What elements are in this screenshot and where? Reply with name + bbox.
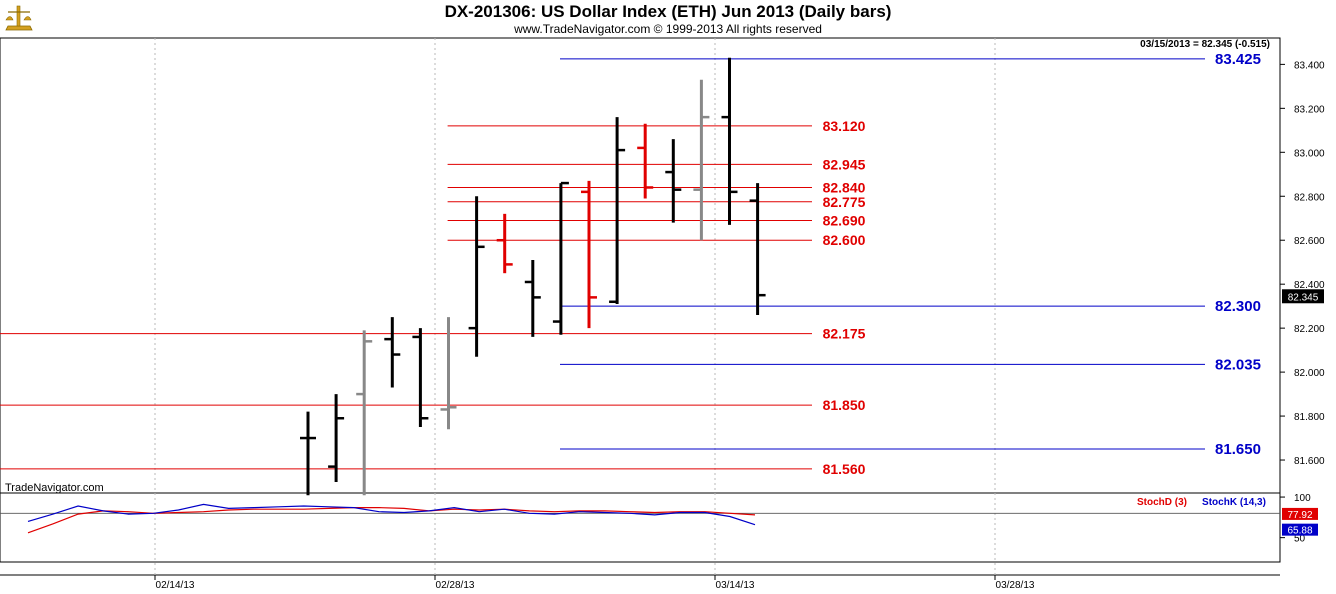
y-tick-label: 81.600 — [1294, 456, 1325, 467]
level-label: 81.850 — [823, 397, 866, 413]
stoch-k-value: 65.88 — [1287, 526, 1312, 537]
stoch-tick-label: 50 — [1294, 534, 1306, 545]
y-tick-label: 82.600 — [1294, 236, 1325, 247]
stoch-d-value: 77.92 — [1287, 510, 1312, 521]
level-label: 82.775 — [823, 194, 866, 210]
level-label: 81.560 — [823, 461, 866, 477]
level-label: 82.690 — [823, 212, 866, 228]
level-label: 83.120 — [823, 118, 866, 134]
y-tick-label: 82.400 — [1294, 280, 1325, 291]
y-tick-label: 83.200 — [1294, 104, 1325, 115]
stoch-d-legend: StochD (3) — [1137, 497, 1187, 508]
x-axis-ticks: 02/14/13 02/28/13 03/14/13 03/28/13 — [154, 575, 1035, 591]
price-bars — [300, 57, 766, 496]
brand-label: TradeNavigator.com — [5, 482, 104, 494]
price-panel — [0, 37, 1281, 494]
y-tick-label: 83.400 — [1294, 60, 1325, 71]
y-tick-label: 82.800 — [1294, 192, 1325, 203]
stoch-series-line — [27, 507, 756, 534]
y-axis-ticks: 81.600 81.800 82.000 82.200 82.400 82.600 82.8… — [0, 60, 1325, 545]
last-price-label: 82.345 — [1288, 292, 1319, 303]
app-logo-icon — [2, 3, 36, 35]
last-price-box — [1282, 289, 1324, 304]
level-label: 82.945 — [823, 156, 866, 172]
stoch-series-line — [27, 503, 756, 526]
x-tick-label: 02/14/13 — [156, 580, 195, 591]
stoch-tick-label: 100 — [1294, 493, 1311, 504]
stoch-k-legend: StochK (14,3) — [1202, 497, 1266, 508]
level-label: 82.300 — [1215, 298, 1261, 315]
x-tick-label: 03/28/13 — [996, 580, 1035, 591]
x-tick-label: 02/28/13 — [436, 580, 475, 591]
level-label: 82.600 — [823, 232, 866, 248]
y-tick-label: 81.800 — [1294, 412, 1325, 423]
stoch-d-value-box — [1282, 507, 1318, 520]
x-tick-label: 03/14/13 — [716, 580, 755, 591]
stoch-k-value-box — [1282, 523, 1318, 536]
level-label: 82.840 — [823, 179, 866, 195]
level-label: 81.650 — [1215, 441, 1261, 458]
price-info: 03/15/2013 = 82.345 (-0.515) — [1140, 39, 1270, 50]
y-tick-label: 82.200 — [1294, 324, 1325, 335]
chart-title: DX-201306: US Dollar Index (ETH) Jun 201… — [445, 2, 892, 21]
chart-subtitle: www.TradeNavigator.com © 1999-2013 All r… — [513, 22, 822, 36]
level-label: 83.425 — [1215, 51, 1261, 68]
level-label: 82.035 — [1215, 356, 1261, 373]
stochastic-lines: StochD (3) StochK (14,3) 77.92 65.88 — [27, 497, 1318, 537]
y-tick-label: 82.000 — [1294, 368, 1325, 379]
stoch-panel — [0, 492, 1281, 563]
y-tick-label: 83.000 — [1294, 148, 1325, 159]
level-label: 82.175 — [823, 326, 866, 342]
